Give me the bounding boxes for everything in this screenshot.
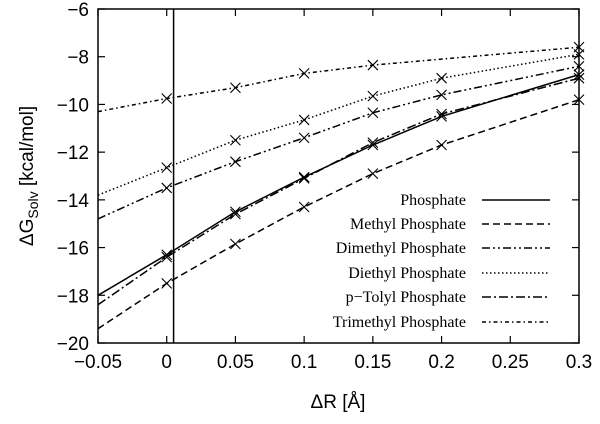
- y-tick-label: −8: [67, 48, 89, 69]
- y-tick-label: −14: [57, 191, 90, 212]
- x-tick-label: 0.1: [291, 352, 317, 373]
- data-point-marker: [367, 59, 379, 71]
- data-point-marker: [230, 134, 241, 146]
- data-point-marker: [230, 238, 241, 250]
- legend-label: Diethyl Phosphate: [348, 265, 466, 282]
- legend-label: Trimethyl Phosphate: [333, 314, 466, 331]
- data-point-marker: [436, 72, 447, 84]
- ticks: −0.05 0 0.05 0.1 0.15 0.2 0.25 0.3 −20 −18 −16 −14 −…: [57, 0, 592, 373]
- y-tick-label: −18: [57, 286, 89, 307]
- x-axis-label: ΔR [Å]: [311, 392, 366, 413]
- legend-label: Methyl Phosphate: [350, 216, 466, 233]
- x-tick-label: 0.3: [566, 352, 592, 373]
- data-point-marker: [230, 208, 241, 220]
- data-point-marker: [230, 206, 241, 218]
- x-tick-label: 0.15: [354, 352, 391, 373]
- y-tick-label: −6: [67, 0, 89, 21]
- legend-label: Dimethyl Phosphate: [336, 240, 466, 257]
- data-point-marker: [230, 82, 241, 94]
- legend: Phosphate Methyl Phosphate Dimethyl Phosph…: [333, 192, 550, 331]
- data-point-marker: [367, 168, 379, 180]
- x-tick-label: 0.2: [428, 352, 454, 373]
- series-line: [97, 98, 580, 330]
- data-point-marker: [436, 139, 447, 151]
- legend-label: Phosphate: [400, 192, 466, 209]
- y-tick-label: −10: [57, 95, 89, 116]
- curves: [97, 9, 585, 343]
- data-point-marker: [161, 249, 173, 261]
- y-tick-label: −12: [57, 143, 89, 164]
- data-point-marker: [161, 182, 173, 194]
- data-point-marker: [367, 107, 379, 119]
- y-tick-label: −16: [57, 239, 89, 260]
- data-point-marker: [298, 114, 310, 126]
- series-line: [97, 46, 580, 113]
- data-point-marker: [161, 277, 173, 289]
- plot-frame: [97, 8, 580, 344]
- data-point-marker: [161, 251, 173, 263]
- data-point-marker: [367, 137, 379, 148]
- data-point-marker: [298, 172, 310, 184]
- data-point-marker: [298, 201, 310, 213]
- data-point-marker: [230, 156, 241, 168]
- x-tick-label: 0: [161, 352, 172, 373]
- data-point-marker: [161, 93, 173, 104]
- data-point-marker: [436, 108, 447, 120]
- data-point-marker: [298, 132, 310, 144]
- x-tick-label: 0.05: [217, 352, 254, 373]
- series-line: [97, 65, 580, 220]
- x-tick-label: 0.25: [492, 352, 529, 373]
- y-tick-label: −20: [57, 334, 89, 355]
- data-point-marker: [161, 162, 173, 174]
- data-point-marker: [367, 90, 379, 102]
- data-point-marker: [298, 68, 310, 79]
- legend-label: p−Tolyl Phosphate: [346, 289, 466, 306]
- x-tick-label: −0.05: [74, 352, 122, 373]
- data-point-marker: [436, 89, 447, 101]
- y-axis-label: ΔGSolv [kcal/mol]: [17, 106, 41, 246]
